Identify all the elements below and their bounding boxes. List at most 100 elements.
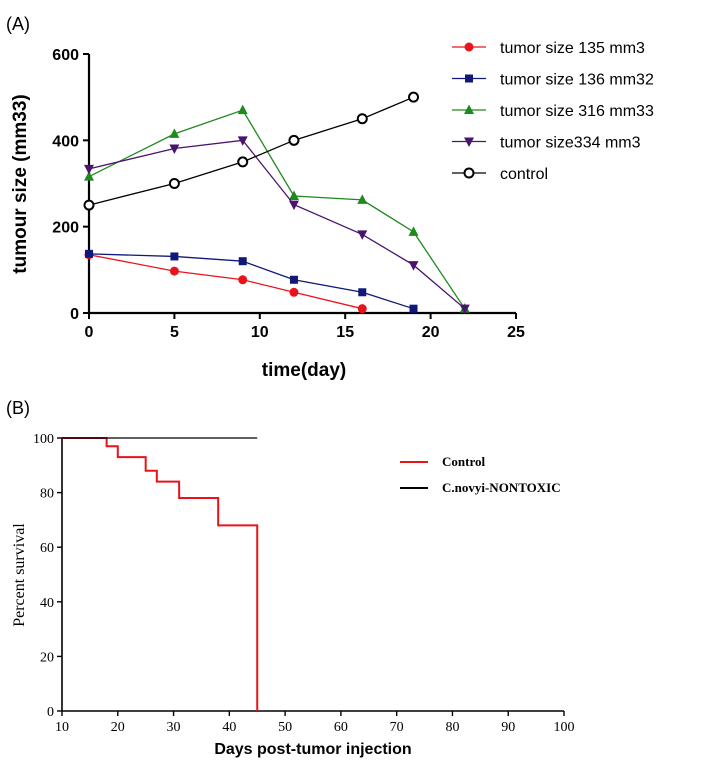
legend-label: Control bbox=[442, 454, 485, 469]
panel-b-y-tick-label: 60 bbox=[40, 541, 54, 556]
data-point bbox=[289, 275, 298, 284]
panel-b-x-tick-label: 50 bbox=[278, 720, 292, 735]
data-point bbox=[169, 128, 180, 138]
data-point bbox=[237, 156, 249, 168]
legend-marker bbox=[464, 104, 474, 114]
data-point bbox=[238, 257, 247, 266]
panel-b-y-tick-label: 40 bbox=[40, 596, 54, 611]
legend-item-tumor-size334-mm3: tumor size334 mm3 bbox=[452, 135, 641, 152]
series-tumor-size334-mm3 bbox=[84, 136, 470, 315]
data-point bbox=[459, 304, 470, 315]
panel-a-x-tick-label: 5 bbox=[170, 324, 179, 341]
data-point bbox=[408, 261, 419, 271]
series-control bbox=[62, 437, 259, 711]
legend-marker bbox=[464, 137, 474, 147]
data-point bbox=[169, 144, 180, 155]
data-point bbox=[84, 164, 94, 175]
legend-label: tumor size 316 mm33 bbox=[500, 103, 654, 120]
panel-a-series bbox=[83, 91, 470, 315]
panel-a-y-tick-label: 600 bbox=[52, 47, 79, 64]
panel-b-y-axis-title: Percent survival bbox=[11, 523, 28, 627]
data-point bbox=[408, 226, 419, 236]
panel-b-x-tick-label: 80 bbox=[445, 720, 459, 735]
panel-a-label: (A) bbox=[6, 14, 30, 34]
legend-item-tumor-size-135-mm3: tumor size 135 mm3 bbox=[452, 40, 645, 57]
legend-label: tumor size 136 mm32 bbox=[500, 72, 654, 89]
panel-b-label: (B) bbox=[6, 398, 30, 418]
panel-a-x-tick-label: 10 bbox=[251, 324, 269, 341]
panel-b-axes: 0 20 40 60 80 100 10 20 30 40 50 60 70 80 90 100 bbox=[33, 432, 575, 735]
legend-item-tumor-size-136-mm32: tumor size 136 mm32 bbox=[452, 72, 654, 89]
legend-label: tumor size 135 mm3 bbox=[500, 40, 645, 57]
panel-b-y-tick-label: 20 bbox=[40, 650, 54, 665]
legend-item-tumor-size-316-mm33: tumor size 316 mm33 bbox=[452, 103, 654, 120]
panel-a-axes: 0 200 400 600 0 5 10 15 20 25 bbox=[52, 47, 525, 341]
panel-b-x-tick-label: 10 bbox=[55, 720, 69, 735]
data-point bbox=[83, 199, 95, 211]
data-point bbox=[356, 113, 368, 125]
legend-marker bbox=[463, 167, 475, 179]
panel-b-x-tick-label: 20 bbox=[111, 720, 125, 735]
panel-b-legend: Control C.novyi-NONTOXIC bbox=[400, 454, 561, 495]
series-line-tumor-size-135-mm3 bbox=[88, 254, 363, 310]
panel-a-y-tick-label: 0 bbox=[70, 306, 79, 323]
legend-item-control: Control bbox=[400, 454, 485, 469]
panel-b-x-tick-label: 100 bbox=[554, 720, 575, 735]
data-point bbox=[84, 171, 94, 181]
legend-label: control bbox=[500, 166, 548, 183]
series-tumor-size-136-mm32 bbox=[85, 249, 418, 313]
series-line-tumor-size-136-mm32 bbox=[88, 253, 414, 310]
data-point bbox=[169, 266, 179, 276]
data-point bbox=[237, 104, 248, 115]
series-control bbox=[83, 91, 420, 211]
panel-b-y-tick-label: 80 bbox=[40, 487, 54, 502]
legend-label: C.novyi-NONTOXIC bbox=[442, 480, 561, 495]
data-point bbox=[288, 190, 299, 201]
panel-b-y-tick-label: 0 bbox=[47, 705, 54, 720]
data-point bbox=[357, 304, 367, 314]
panel-b-x-axis-title: Days post-tumor injection bbox=[214, 741, 411, 758]
panel-b-x-tick-label: 40 bbox=[222, 720, 236, 735]
panel-a-x-tick-label: 25 bbox=[507, 324, 525, 341]
panel-b-y-tick-label: 100 bbox=[33, 432, 54, 447]
survival-curve-control bbox=[62, 437, 259, 711]
data-point bbox=[358, 288, 367, 297]
data-point bbox=[288, 200, 299, 211]
panel-b-x-tick-label: 60 bbox=[334, 720, 348, 735]
data-point bbox=[408, 91, 420, 103]
legend-marker bbox=[465, 74, 473, 83]
panel-a-legend: tumor size 135 mm3 tumor size 136 mm32 tum… bbox=[452, 40, 654, 183]
panel-b-series bbox=[62, 437, 259, 711]
data-point bbox=[289, 287, 299, 297]
series-line-tumor-size-316-mm33 bbox=[88, 109, 466, 310]
legend-item-control: control bbox=[452, 166, 548, 183]
panel-a-x-tick-label: 0 bbox=[85, 324, 94, 341]
panel-a-x-tick-label: 20 bbox=[422, 324, 440, 341]
series-line-control bbox=[88, 96, 414, 206]
legend-label: tumor size334 mm3 bbox=[500, 135, 641, 152]
legend-marker bbox=[464, 42, 474, 52]
series-line-tumor-size334-mm3 bbox=[88, 139, 466, 310]
data-point bbox=[238, 275, 248, 285]
panel-a-y-tick-label: 400 bbox=[52, 133, 79, 150]
panel-a-y-axis-title: tumour size (mm33) bbox=[10, 94, 31, 273]
data-point bbox=[170, 252, 179, 261]
panel-a-x-tick-label: 15 bbox=[336, 324, 354, 341]
panel-a: (A) 0 200 400 600 0 5 10 15 20 25 tumor size 135 … bbox=[6, 14, 654, 381]
data-point bbox=[357, 194, 368, 204]
panel-a-x-axis-title: time(day) bbox=[262, 360, 346, 381]
data-point bbox=[357, 230, 368, 240]
data-point bbox=[237, 136, 248, 146]
legend-item-c-novyi-nontoxic: C.novyi-NONTOXIC bbox=[400, 480, 561, 495]
data-point bbox=[168, 178, 180, 189]
data-point bbox=[288, 134, 300, 146]
panel-b-x-tick-label: 90 bbox=[501, 720, 515, 735]
panel-a-y-tick-label: 200 bbox=[52, 220, 79, 237]
panel-b-x-tick-label: 70 bbox=[390, 720, 404, 735]
panel-b-x-tick-label: 30 bbox=[167, 720, 181, 735]
series-tumor-size-316-mm33 bbox=[84, 104, 470, 313]
data-point bbox=[85, 249, 93, 258]
data-point bbox=[409, 304, 418, 313]
panel-b: (B) 0 20 40 60 80 100 10 20 30 40 50 60 70 80 90 100 Co… bbox=[6, 398, 575, 758]
